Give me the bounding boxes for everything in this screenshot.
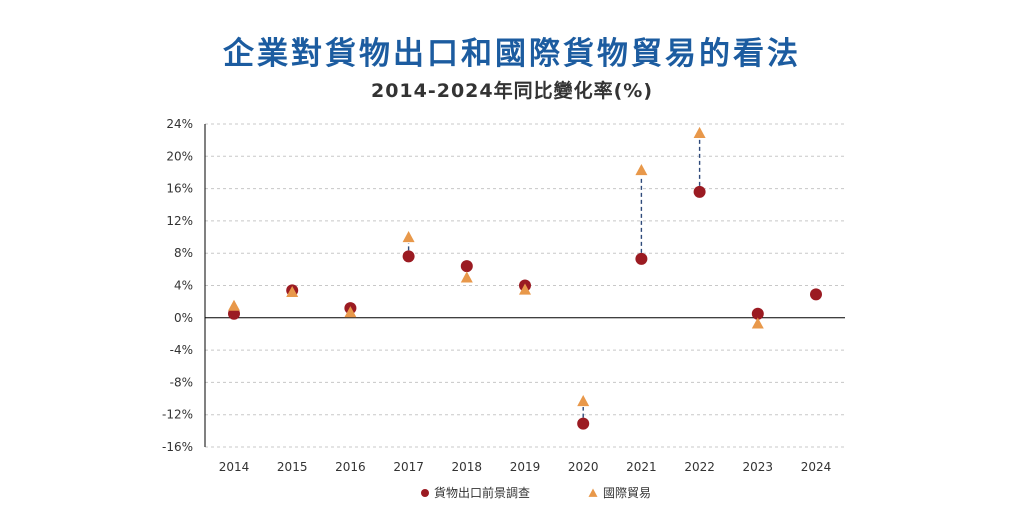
data-point-export-survey bbox=[751, 307, 764, 320]
data-point-world-trade bbox=[460, 271, 473, 283]
data-point-world-trade bbox=[286, 285, 299, 298]
legend-label-world-trade: 國際貿易 bbox=[603, 486, 651, 500]
y-tick-label: 8% bbox=[174, 246, 193, 260]
y-tick-label: 20% bbox=[166, 149, 193, 163]
x-tick-label: 2016 bbox=[335, 460, 366, 474]
x-tick-label: 2020 bbox=[568, 460, 599, 474]
x-tick-label: 2014 bbox=[219, 460, 250, 474]
x-tick-label: 2017 bbox=[393, 460, 424, 474]
y-tick-label: -4% bbox=[170, 343, 193, 357]
chart-subtitle: 2014-2024年同比變化率(%) bbox=[370, 80, 654, 102]
data-point-world-trade bbox=[519, 283, 531, 295]
x-tick-label: 2015 bbox=[277, 460, 308, 474]
y-tick-label: -12% bbox=[162, 408, 193, 422]
data-point-export-survey bbox=[577, 417, 590, 430]
x-tick-label: 2021 bbox=[626, 460, 657, 474]
x-tick-label: 2022 bbox=[684, 460, 715, 474]
data-point-world-trade bbox=[635, 164, 648, 176]
legend-label-export-survey: 貨物出口前景調查 bbox=[434, 485, 530, 500]
y-tick-label: 16% bbox=[166, 182, 193, 196]
data-point-world-trade bbox=[344, 306, 357, 318]
data-point-export-survey bbox=[810, 288, 822, 301]
y-tick-label: -8% bbox=[170, 375, 193, 389]
legend-marker-world-trade bbox=[588, 488, 598, 497]
data-point-world-trade bbox=[402, 231, 415, 243]
chart-title: 企業對貨物出口和國際貨物貿易的看法 bbox=[223, 36, 801, 72]
x-tick-label: 2023 bbox=[743, 460, 774, 474]
y-tick-label: 0% bbox=[174, 311, 193, 325]
data-point-export-survey bbox=[693, 185, 706, 198]
data-point-world-trade bbox=[577, 394, 590, 407]
y-tick-label: 24% bbox=[166, 117, 193, 131]
data-point-export-survey bbox=[402, 250, 415, 263]
y-tick-label: 12% bbox=[166, 214, 193, 228]
y-tick-label: 4% bbox=[174, 279, 193, 293]
data-point-export-survey bbox=[460, 260, 473, 273]
data-point-world-trade bbox=[693, 126, 706, 138]
legend-marker-export-survey bbox=[421, 489, 429, 497]
x-tick-label: 2024 bbox=[801, 460, 832, 474]
data-point-world-trade bbox=[228, 299, 240, 311]
data-point-world-trade bbox=[751, 317, 764, 329]
y-tick-label: -16% bbox=[162, 440, 193, 454]
x-tick-label: 2018 bbox=[452, 460, 483, 474]
data-point-export-survey bbox=[635, 252, 648, 265]
x-tick-label: 2019 bbox=[510, 460, 541, 474]
